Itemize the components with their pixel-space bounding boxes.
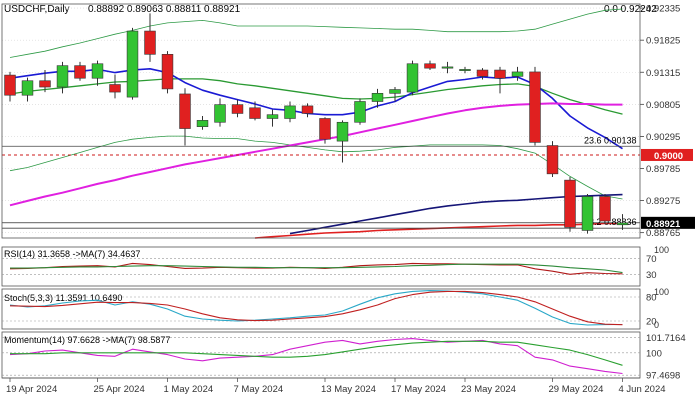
date-tick-label: 17 May 2024 <box>391 384 446 395</box>
date-tick-label: 19 Apr 2024 <box>6 384 57 395</box>
candlesticks <box>4 13 629 234</box>
stoch-panel-tick-label: 80 <box>646 293 657 304</box>
bull-candle <box>56 65 69 88</box>
momentum-ma-line <box>10 340 623 366</box>
date-tick-label: 13 May 2024 <box>321 384 376 395</box>
last-price-label: 0.88921 <box>646 219 681 230</box>
bear-candle <box>4 74 16 96</box>
bear-candle <box>476 69 489 77</box>
rsi-panel-tick-label: 70 <box>646 254 657 265</box>
rsi-panel-frame <box>1 246 641 287</box>
stochastic-panel: Stoch(5,3,3) 11.3591 10.6490 80 20 100 0 <box>1 287 669 330</box>
fib-level-label: 38.2 0.88836 <box>584 217 637 227</box>
stoch-d-line <box>9 290 623 326</box>
price-tick-label: 0.88765 <box>646 228 680 239</box>
bull-candle <box>459 69 471 71</box>
bear-candle <box>301 105 314 114</box>
bear-candle <box>529 71 541 143</box>
price-tick-label: 0.89785 <box>646 164 680 175</box>
bear-candle <box>546 145 559 175</box>
bear-candle <box>74 65 86 79</box>
price-panel: USDCHF,Daily 0.88892 0.89063 0.88811 0.8… <box>1 3 695 239</box>
momentum-line <box>9 338 623 375</box>
price-tick-label: 0.90295 <box>646 132 680 143</box>
bb-lower-line <box>9 135 623 200</box>
bull-candle <box>389 89 401 94</box>
symbol-label: USDCHF,Daily <box>4 4 70 15</box>
bull-candle <box>581 196 594 231</box>
bull-candle <box>284 105 296 119</box>
date-tick-label: 4 Jun 2024 <box>619 384 666 395</box>
momentum-label: Momentum(14) 97.6628 ->MA(7) 98.5877 <box>4 335 170 345</box>
price-level-lines: 0.9000 23.6 0.90138 38.2 0.88836 0.88921 <box>2 135 695 230</box>
bull-candle <box>196 120 209 127</box>
bear-candle <box>319 118 331 140</box>
price-tick-label: 0.91315 <box>646 68 680 79</box>
bull-candle <box>406 63 419 93</box>
stoch-k-line <box>9 290 623 326</box>
bull-candle <box>511 71 524 77</box>
bull-candle <box>354 101 366 123</box>
fib-0-label: 0.0 0.92242 <box>604 4 657 15</box>
date-tick-label: 7 May 2024 <box>234 384 284 395</box>
bear-candle <box>494 69 506 79</box>
fib-level-label: 23.6 0.90138 <box>584 135 637 145</box>
bull-candle <box>616 222 629 226</box>
bull-candle <box>266 114 279 119</box>
ma-magenta-line <box>9 102 623 207</box>
bull-candle <box>214 104 226 123</box>
mom-panel-tick-label: 97.4698 <box>646 371 680 382</box>
price-axis: 0.92335 0.91825 0.91315 0.90805 0.90295 0.897… <box>640 4 680 239</box>
date-tick-label: 25 Apr 2024 <box>94 384 145 395</box>
bb-upper-line <box>9 8 623 58</box>
level-0.9000-label: 0.9000 <box>654 151 683 162</box>
rsi-panel-top-label: 100 <box>654 245 669 255</box>
price-indicator-lines <box>9 8 623 239</box>
date-tick-label: 1 May 2024 <box>164 384 214 395</box>
rsi-ma-line <box>10 263 623 274</box>
bear-candle <box>161 54 174 90</box>
bear-candle <box>564 179 576 228</box>
ma-green-line <box>9 78 623 115</box>
bear-candle <box>599 196 611 222</box>
bull-candle <box>441 66 454 69</box>
last-price-label-box <box>641 216 695 229</box>
bear-candle <box>179 93 191 129</box>
bull-candle <box>91 63 104 79</box>
bull-candle <box>336 121 349 142</box>
stoch-panel-frame <box>1 288 641 330</box>
bear-candle <box>231 104 244 114</box>
date-tick-label: 29 May 2024 <box>549 384 604 395</box>
bear-candle <box>109 84 121 93</box>
price-tick-label: 0.90805 <box>646 100 680 111</box>
ma-blue-line <box>9 68 623 150</box>
stoch-panel-top-label: 100 <box>654 287 669 297</box>
level-0.9000-label-box <box>641 148 693 161</box>
price-tick-label: 0.91825 <box>646 36 680 47</box>
bear-candle <box>424 63 436 69</box>
rsi-panel: RSI(14) 31.3658 ->MA(7) 34.4637 70 30 100 <box>1 245 669 287</box>
stoch-panel-tick-label: 20 <box>646 317 657 328</box>
ohlc-header: 0.88892 0.89063 0.88811 0.88921 <box>88 4 241 15</box>
date-axis: 19 Apr 2024 25 Apr 2024 1 May 2024 7 May 20… <box>2 377 666 395</box>
mom-panel-tick-label: 101.7164 <box>646 333 686 344</box>
price-panel-frame <box>1 3 641 239</box>
stoch-panel-bottom-label: 0 <box>654 320 659 330</box>
bull-candle <box>126 30 139 98</box>
price-tick-label: 0.92335 <box>646 4 680 15</box>
bull-candle <box>21 80 34 96</box>
price-tick-label: 0.89275 <box>646 196 680 207</box>
date-tick-label: 23 May 2024 <box>461 384 516 395</box>
rsi-label: RSI(14) 31.3658 ->MA(7) 34.4637 <box>4 249 140 259</box>
bear-candle <box>249 107 261 119</box>
rsi-panel-tick-label: 30 <box>646 270 657 281</box>
bull-candle <box>371 93 384 102</box>
mom-panel-tick-label: 100 <box>646 348 662 359</box>
stoch-label: Stoch(5,3,3) 11.3591 10.6490 <box>4 293 122 303</box>
bear-candle <box>39 80 51 88</box>
bear-candle <box>144 30 156 55</box>
